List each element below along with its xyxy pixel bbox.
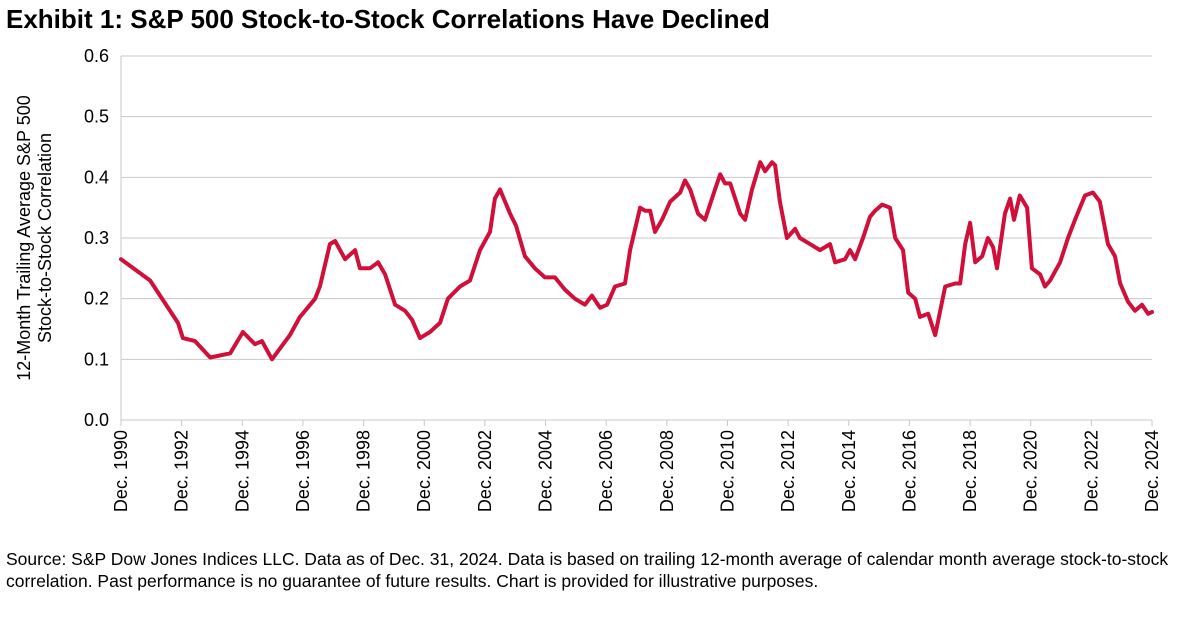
y-axis-label: Stock-to-Stock Correlation (35, 133, 55, 343)
x-tick-label: Dec. 1996 (293, 430, 313, 512)
y-axis-label: 12-Month Trailing Average S&P 500 (14, 95, 34, 381)
data-line (119, 160, 1154, 362)
x-tick-label: Dec. 2008 (657, 430, 677, 512)
x-tick-label: Dec. 2018 (960, 430, 980, 512)
y-tick-label: 0.4 (84, 167, 109, 187)
x-tick-label: Dec. 2004 (536, 430, 556, 512)
x-tick-label: Dec. 2006 (596, 430, 616, 512)
y-tick-label: 0.5 (84, 107, 109, 127)
x-tick-label: Dec. 1990 (111, 430, 131, 512)
x-tick-label: Dec. 2020 (1021, 430, 1041, 512)
y-tick-label: 0.0 (84, 410, 109, 430)
x-tick-label: Dec. 2000 (414, 430, 434, 512)
x-tick-label: Dec. 2012 (778, 430, 798, 512)
source-note: Source: S&P Dow Jones Indices LLC. Data … (6, 549, 1169, 591)
x-tick-label: Dec. 2016 (899, 430, 919, 512)
y-tick-label: 0.1 (84, 349, 109, 369)
x-tick-label: Dec. 1992 (172, 430, 192, 512)
x-tick-label: Dec. 2024 (1142, 430, 1162, 512)
x-tick-label: Dec. 2014 (839, 430, 859, 512)
y-tick-label: 0.6 (84, 46, 109, 66)
y-tick-label: 0.2 (84, 289, 109, 309)
chart-title: Exhibit 1: S&P 500 Stock-to-Stock Correl… (6, 4, 770, 34)
y-tick-label: 0.3 (84, 228, 109, 248)
x-tick-label: Dec. 1994 (232, 430, 252, 512)
x-tick-label: Dec. 1998 (354, 430, 374, 512)
x-tick-label: Dec. 2002 (475, 430, 495, 512)
x-tick-label: Dec. 2022 (1081, 430, 1101, 512)
chart: Exhibit 1: S&P 500 Stock-to-Stock Correl… (6, 4, 1162, 512)
x-tick-label: Dec. 2010 (717, 430, 737, 512)
